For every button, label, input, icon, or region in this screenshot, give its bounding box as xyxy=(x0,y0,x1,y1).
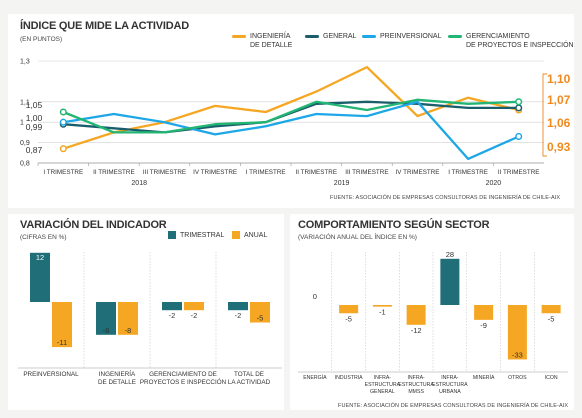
y-tick-label: 1,1 xyxy=(20,99,30,106)
series-line-ingenieria xyxy=(62,65,520,150)
activity-index-subtitle: (EN PUNTOS) xyxy=(20,36,63,43)
legend-ingenieria-label-1: INGENIERÍA xyxy=(250,33,291,40)
left-value-label: 1,00 xyxy=(26,113,43,123)
legend-preinversional: PREINVERSIONAL xyxy=(362,32,441,41)
end-marker-preinversional xyxy=(515,132,523,141)
end-marker-general xyxy=(515,104,523,112)
legend-ingenieria-label-2: DE DETALLE xyxy=(250,42,293,49)
series-line-preinversional xyxy=(62,100,520,161)
sector-panel xyxy=(290,214,574,410)
x-tick-label: IV TRIMESTRE xyxy=(396,169,440,176)
legend-gerenciamiento-label-1: GERENCIAMIENTO xyxy=(466,33,530,40)
legend-trimestral: TRIMESTRAL xyxy=(168,231,224,240)
y-tick-label: 0,8 xyxy=(20,161,30,168)
activity-index-title: ÍNDICE QUE MIDE LA ACTIVIDAD xyxy=(20,20,189,32)
legend-preinversional-swatch xyxy=(362,34,376,38)
x-tick-label: I TRIMESTRE xyxy=(43,169,83,176)
x-tick-label: II TRIMESTRE xyxy=(296,169,338,176)
legend-general-label: GENERAL xyxy=(323,33,357,40)
series-line-gerenciamiento xyxy=(62,98,520,134)
x-tick-label: I TRIMESTRE xyxy=(246,169,286,176)
year-label: 2019 xyxy=(334,180,350,187)
top-source-note: FUENTE: ASOCIACIÓN DE EMPRESAS CONSULTOR… xyxy=(330,195,561,201)
bottom-source-note: FUENTE: ASOCIACIÓN DE EMPRESAS CONSULTOR… xyxy=(338,403,569,409)
x-tick-label: IV TRIMESTRE xyxy=(193,169,237,176)
x-tick-label: III TRIMESTRE xyxy=(143,169,186,176)
x-tick-label: III TRIMESTRE xyxy=(345,169,388,176)
legend-gerenciamiento-label-2: DE PROYECTOS E INSPECCIÓN xyxy=(466,42,574,49)
year-label: 2018 xyxy=(131,180,147,187)
legend-general: GENERAL xyxy=(305,32,356,41)
y-tick-label: 1 xyxy=(20,120,24,127)
legend-ingenieria-swatch xyxy=(232,35,246,38)
left-value-label: 0,87 xyxy=(26,145,43,155)
legend-trimestral-swatch xyxy=(168,231,176,240)
legend-trimestral-label: TRIMESTRAL xyxy=(180,232,225,239)
right-value-label: 1,10 xyxy=(547,72,571,86)
left-value-label: 1,05 xyxy=(26,100,43,110)
legend-gerenciamiento-swatch xyxy=(448,35,462,38)
right-bracket xyxy=(542,73,547,157)
variation-subtitle: (CIFRAS EN %) xyxy=(20,234,67,241)
x-tick-label: II TRIMESTRE xyxy=(498,169,540,176)
variation-panel xyxy=(8,214,284,410)
y-tick-label: 0,9 xyxy=(20,140,30,147)
legend-gerenciamiento: GERENCIAMIENTO DE PROYECTOS E INSPECCIÓN xyxy=(448,32,574,50)
right-value-label: 1,07 xyxy=(547,93,571,107)
variation-title: VARIACIÓN DEL INDICADOR xyxy=(20,219,167,231)
sector-title: COMPORTAMIENTO SEGÚN SECTOR xyxy=(298,219,490,231)
legend-anual-swatch xyxy=(232,231,240,240)
x-tick-label: I TRIMESTRE xyxy=(448,169,488,176)
x-tick-label: II TRIMESTRE xyxy=(93,169,135,176)
start-marker-preinversional xyxy=(59,118,67,126)
right-value-label: 0,93 xyxy=(547,140,571,154)
end-marker-gerenciamiento xyxy=(515,98,523,106)
legend-anual: ANUAL xyxy=(232,231,267,240)
y-tick-label: 1,3 xyxy=(20,59,30,66)
year-label: 2020 xyxy=(486,180,502,187)
start-marker-ingenieria xyxy=(59,145,67,153)
legend-anual-label: ANUAL xyxy=(244,232,268,239)
legend-ingenieria: INGENIERÍA DE DETALLE xyxy=(232,32,292,50)
legend-preinversional-label: PREINVERSIONAL xyxy=(380,33,442,40)
sector-subtitle: (VARIACIÓN ANUAL DEL ÍNDICE EN %) xyxy=(298,234,417,241)
legend-general-swatch xyxy=(305,34,319,38)
start-marker-gerenciamiento xyxy=(59,108,67,116)
left-value-label: 0,99 xyxy=(26,122,43,132)
right-value-label: 1,06 xyxy=(547,116,571,130)
